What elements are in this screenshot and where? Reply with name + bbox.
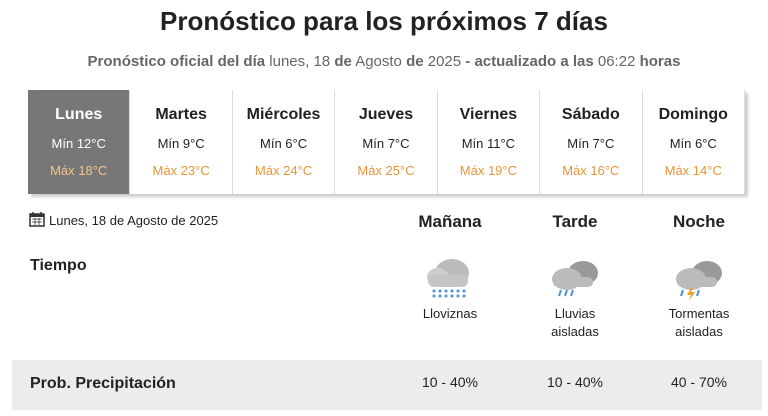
day-tab[interactable]: Sábado Mín 7°C Máx 16°C bbox=[540, 90, 643, 194]
day-min: Mín 7°C bbox=[362, 136, 410, 151]
day-min: Mín 6°C bbox=[260, 136, 308, 151]
subtitle-part: lunes, 18 bbox=[269, 53, 331, 70]
precip-value: 40 - 70% bbox=[670, 374, 728, 390]
day-name: Miércoles bbox=[246, 106, 321, 123]
day-tab[interactable]: Martes Mín 9°C Máx 23°C bbox=[130, 90, 233, 194]
subtitle-part: Agosto bbox=[355, 53, 402, 70]
day-min: Mín 11°C bbox=[461, 136, 516, 151]
day-min: Mín 6°C bbox=[669, 136, 717, 151]
rain-icon bbox=[552, 261, 598, 297]
day-name: Domingo bbox=[658, 106, 728, 123]
precip-value: 10 - 40% bbox=[546, 374, 604, 390]
subtitle-part: - actualizado a las bbox=[465, 53, 594, 70]
day-name: Lunes bbox=[55, 106, 103, 123]
precip-label: Prob. Precipitación bbox=[30, 375, 176, 392]
day-max: Máx 23°C bbox=[152, 163, 210, 178]
subtitle-part: de bbox=[334, 53, 352, 70]
condition: Tormentas aisladas bbox=[668, 306, 730, 339]
subtitle-part: horas bbox=[639, 53, 681, 70]
period-header: Tarde bbox=[552, 212, 598, 231]
title: Pronóstico para los próximos 7 días bbox=[160, 6, 608, 36]
condition: Lluvias aisladas bbox=[551, 306, 599, 339]
day-tab[interactable]: Lunes Mín 12°C Máx 18°C bbox=[28, 90, 131, 194]
day-max: Máx 18°C bbox=[50, 163, 108, 178]
day-name: Martes bbox=[155, 106, 207, 123]
drizzle-icon bbox=[427, 259, 469, 298]
condition: Lloviznas bbox=[422, 306, 478, 321]
calendar-icon bbox=[29, 212, 45, 227]
day-name: Sábado bbox=[561, 106, 620, 123]
period-header: Mañana bbox=[418, 212, 482, 231]
precip-row bbox=[12, 360, 762, 410]
detail-date: Lunes, 18 de Agosto de 2025 bbox=[49, 213, 219, 228]
day-strip: Lunes Mín 12°C Máx 18°C Martes Mín 9°C Máx 23… bbox=[28, 90, 745, 194]
day-name: Jueves bbox=[358, 106, 414, 123]
period-header: Noche bbox=[673, 212, 725, 231]
day-tab[interactable]: Jueves Mín 7°C Máx 25°C bbox=[335, 90, 438, 194]
subtitle: Pronóstico oficial del día lunes, 18 de … bbox=[0, 53, 768, 70]
day-min: Mín 12°C bbox=[51, 136, 106, 151]
weather-label: Tiempo bbox=[30, 257, 87, 274]
day-tab[interactable]: Domingo Mín 6°C Máx 14°C bbox=[642, 90, 745, 194]
day-name: Viernes bbox=[459, 106, 518, 123]
precip-value: 10 - 40% bbox=[421, 374, 479, 390]
day-max: Máx 25°C bbox=[357, 163, 415, 178]
day-max: Máx 19°C bbox=[459, 163, 517, 178]
subtitle-part: 06:22 bbox=[597, 53, 636, 70]
day-max: Máx 16°C bbox=[562, 163, 620, 178]
day-min: Mín 7°C bbox=[567, 136, 615, 151]
subtitle-part: 2025 bbox=[427, 53, 462, 70]
day-tab[interactable]: Miércoles Mín 6°C Máx 24°C bbox=[232, 90, 336, 194]
storm-icon bbox=[676, 261, 722, 301]
subtitle-part: Pronóstico oficial del día bbox=[87, 53, 266, 70]
day-max: Máx 24°C bbox=[254, 163, 313, 178]
day-min: Mín 9°C bbox=[157, 136, 205, 151]
subtitle-part: de bbox=[406, 53, 424, 70]
day-max: Máx 14°C bbox=[664, 163, 722, 178]
day-tab[interactable]: Viernes Mín 11°C Máx 19°C bbox=[437, 90, 541, 194]
